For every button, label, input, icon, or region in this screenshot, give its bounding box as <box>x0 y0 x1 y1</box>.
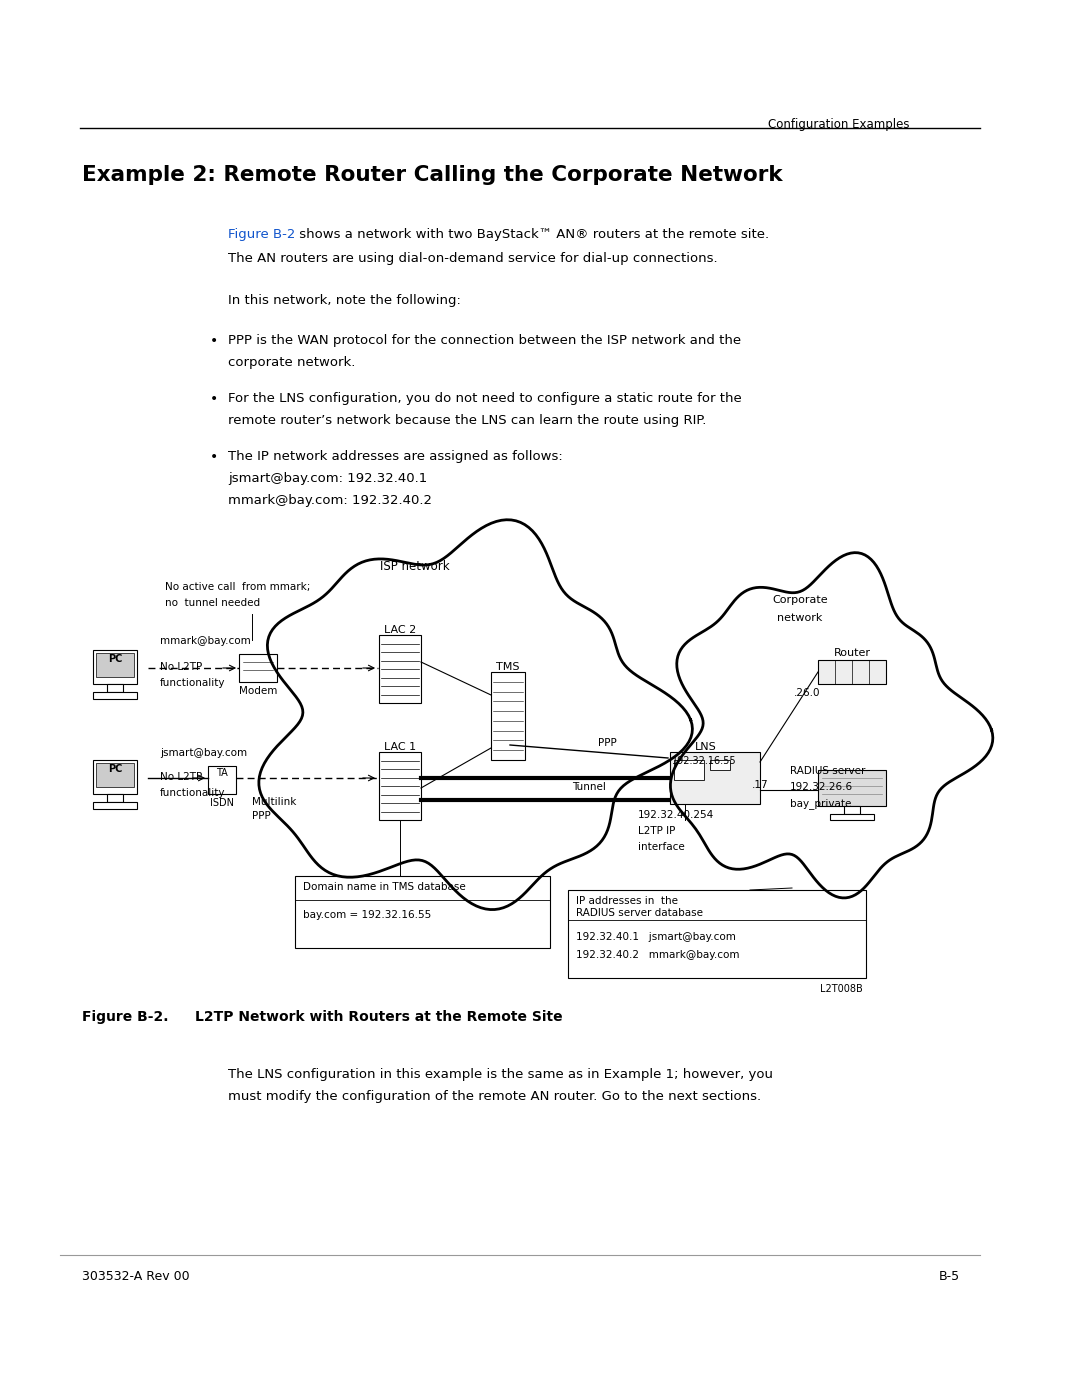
Text: PPP: PPP <box>252 812 271 821</box>
Bar <box>379 636 421 703</box>
Text: Figure B-2: Figure B-2 <box>228 228 295 242</box>
Bar <box>568 890 866 978</box>
Text: RADIUS server database: RADIUS server database <box>576 908 703 918</box>
Text: functionality: functionality <box>160 678 226 687</box>
Text: No L2TP: No L2TP <box>160 773 202 782</box>
Text: interface: interface <box>638 842 685 852</box>
Text: For the LNS configuration, you do not need to configure a static route for the: For the LNS configuration, you do not ne… <box>228 393 742 405</box>
Text: no  tunnel needed: no tunnel needed <box>165 598 260 608</box>
Text: shows a network with two BayStack™ AN® routers at the remote site.: shows a network with two BayStack™ AN® r… <box>295 228 769 242</box>
Text: •: • <box>210 450 218 464</box>
Text: functionality: functionality <box>160 788 226 798</box>
Text: mmark@bay.com: 192.32.40.2: mmark@bay.com: 192.32.40.2 <box>228 495 432 507</box>
Bar <box>843 806 860 814</box>
Text: No active call  from mmark;: No active call from mmark; <box>165 583 310 592</box>
Bar <box>831 814 874 820</box>
Bar <box>491 672 525 760</box>
Bar <box>93 692 137 698</box>
Text: 303532-A Rev 00: 303532-A Rev 00 <box>82 1270 190 1282</box>
Bar <box>295 876 550 949</box>
Text: Router: Router <box>834 648 870 658</box>
Bar <box>93 650 137 685</box>
Text: Modem: Modem <box>239 686 278 696</box>
Text: 192.32.16.55: 192.32.16.55 <box>672 756 737 766</box>
Text: LAC 2: LAC 2 <box>383 624 416 636</box>
Bar <box>239 654 276 682</box>
Bar <box>93 760 137 793</box>
Text: bay_private: bay_private <box>789 798 851 809</box>
Text: Domain name in TMS database: Domain name in TMS database <box>303 882 465 893</box>
Text: LAC 1: LAC 1 <box>383 742 416 752</box>
Text: L2TP Network with Routers at the Remote Site: L2TP Network with Routers at the Remote … <box>195 1010 563 1024</box>
Text: In this network, note the following:: In this network, note the following: <box>228 293 461 307</box>
Text: corporate network.: corporate network. <box>228 356 355 369</box>
Text: jsmart@bay.com: jsmart@bay.com <box>160 747 247 759</box>
Text: PC: PC <box>108 764 122 774</box>
Text: No L2TP: No L2TP <box>160 662 202 672</box>
Text: L2TP IP: L2TP IP <box>638 826 675 835</box>
Text: .17: .17 <box>752 780 769 789</box>
Text: .26.0: .26.0 <box>794 687 821 698</box>
Bar <box>107 793 123 802</box>
Text: Example 2: Remote Router Calling the Corporate Network: Example 2: Remote Router Calling the Cor… <box>82 165 783 184</box>
Text: •: • <box>210 393 218 407</box>
Text: Multilink: Multilink <box>252 798 296 807</box>
Text: 192.32.40.2   mmark@bay.com: 192.32.40.2 mmark@bay.com <box>576 950 740 960</box>
Text: Corporate: Corporate <box>772 595 827 605</box>
Text: ISP network: ISP network <box>380 560 449 573</box>
Bar <box>710 760 730 770</box>
Text: The AN routers are using dial-on-demand service for dial-up connections.: The AN routers are using dial-on-demand … <box>228 251 717 265</box>
Text: Figure B-2.: Figure B-2. <box>82 1010 168 1024</box>
Text: The LNS configuration in this example is the same as in Example 1; however, you: The LNS configuration in this example is… <box>228 1067 773 1081</box>
Text: jsmart@bay.com: 192.32.40.1: jsmart@bay.com: 192.32.40.1 <box>228 472 428 485</box>
Bar <box>208 766 237 793</box>
Text: B-5: B-5 <box>939 1270 960 1282</box>
Text: TA: TA <box>216 768 228 778</box>
Text: must modify the configuration of the remote AN router. Go to the next sections.: must modify the configuration of the rem… <box>228 1090 761 1104</box>
Text: Configuration Examples: Configuration Examples <box>769 117 910 131</box>
Bar <box>96 652 134 678</box>
Bar <box>818 770 886 806</box>
Bar <box>107 685 123 692</box>
Text: 192.32.26.6: 192.32.26.6 <box>789 782 853 792</box>
Text: network: network <box>778 613 823 623</box>
Text: 192.32.40.1   jsmart@bay.com: 192.32.40.1 jsmart@bay.com <box>576 932 735 942</box>
Text: Tunnel: Tunnel <box>572 782 606 792</box>
Text: LNS: LNS <box>696 742 717 752</box>
Text: PC: PC <box>108 654 122 664</box>
Text: PPP: PPP <box>598 738 617 747</box>
Bar <box>674 760 704 780</box>
Bar <box>379 752 421 820</box>
Text: PPP is the WAN protocol for the connection between the ISP network and the: PPP is the WAN protocol for the connecti… <box>228 334 741 346</box>
Text: ISDN: ISDN <box>210 798 234 807</box>
Bar <box>93 802 137 809</box>
Text: mmark@bay.com: mmark@bay.com <box>160 636 251 645</box>
Text: 192.32.40.254: 192.32.40.254 <box>638 810 714 820</box>
Text: IP addresses in  the: IP addresses in the <box>576 895 678 907</box>
Text: •: • <box>210 334 218 348</box>
Text: The IP network addresses are assigned as follows:: The IP network addresses are assigned as… <box>228 450 563 462</box>
Text: bay.com = 192.32.16.55: bay.com = 192.32.16.55 <box>303 909 431 921</box>
Text: L2T008B: L2T008B <box>820 983 863 995</box>
Bar <box>96 763 134 787</box>
Bar <box>818 659 886 685</box>
Bar <box>670 752 760 805</box>
Text: RADIUS server: RADIUS server <box>789 766 865 775</box>
Text: TMS: TMS <box>496 662 519 672</box>
Text: remote router’s network because the LNS can learn the route using RIP.: remote router’s network because the LNS … <box>228 414 706 427</box>
